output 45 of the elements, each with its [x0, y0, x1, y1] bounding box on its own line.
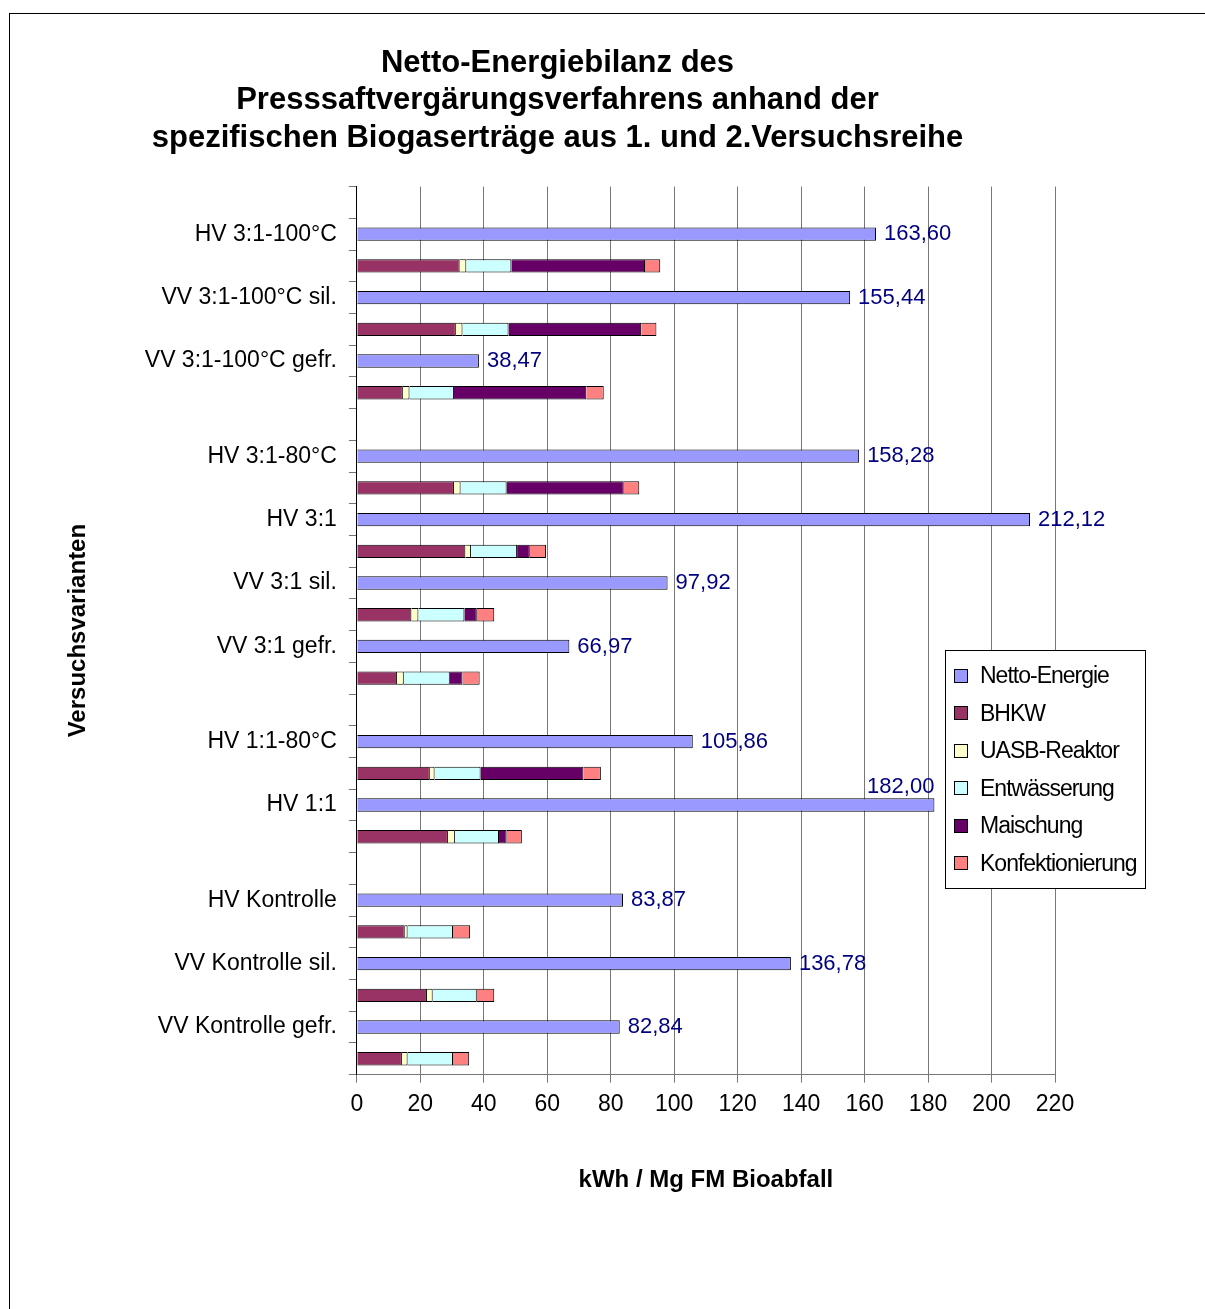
legend-label: UASB-Reaktor — [979, 736, 1121, 766]
x-tick-label: 140 — [781, 1089, 821, 1116]
y-tick-label: HV 3:1-80°C — [207, 441, 337, 468]
y-tick-label: HV 3:1-100°C — [194, 219, 337, 246]
x-tick-label: 100 — [654, 1089, 694, 1116]
y-tick-label: VV 3:1-100°C gefr. — [144, 346, 337, 373]
data-label: 212,12 — [1037, 505, 1106, 531]
x-axis-title: kWh / Mg FM Bioabfall — [578, 1165, 834, 1193]
x-tick-label: 40 — [470, 1089, 497, 1116]
x-tick-label: 200 — [972, 1089, 1011, 1116]
y-tick-label: VV 3:1-100°C sil. — [161, 282, 337, 309]
data-label: 163,60 — [884, 220, 952, 246]
legend-label: BHKW — [979, 698, 1047, 728]
x-tick-label: 80 — [597, 1089, 624, 1116]
legend-label: Netto-Energie — [979, 661, 1110, 691]
legend-label: Konfektionierung — [979, 848, 1137, 878]
y-tick-label: HV 1:1 — [266, 790, 337, 817]
data-label: 66,97 — [577, 632, 633, 658]
y-tick-label: HV 1:1-80°C — [207, 726, 337, 753]
data-label: 105,86 — [700, 727, 769, 753]
x-tick-label: 20 — [407, 1089, 434, 1116]
x-tick-label: 120 — [718, 1089, 757, 1116]
x-tick-label: 160 — [845, 1089, 884, 1116]
data-label: 136,78 — [798, 949, 867, 975]
data-label: 182,00 — [867, 773, 935, 799]
data-label: 38,47 — [486, 347, 542, 373]
data-label: 155,44 — [858, 283, 926, 309]
y-tick-label: HV Kontrolle — [207, 885, 337, 912]
x-tick-label: 180 — [908, 1089, 948, 1116]
y-axis-title: Versuchsvarianten — [63, 523, 91, 738]
data-label: 97,92 — [675, 569, 731, 595]
chart-title: Netto-Energiebilanz des Presssaftvergärungsverfahrens anhand der spezifischen Biogaserträge aus 1. und 2.Versuchsreihe — [151, 44, 964, 154]
data-label: 158,28 — [867, 442, 935, 468]
y-tick-label: VV 3:1 gefr. — [216, 631, 337, 658]
y-tick-label: VV 3:1 sil. — [233, 568, 337, 595]
data-label: 82,84 — [627, 1013, 683, 1039]
x-tick-label: 220 — [1035, 1089, 1075, 1116]
y-tick-label: VV Kontrolle sil. — [174, 948, 337, 975]
data-label: 83,87 — [630, 886, 687, 912]
x-tick-label: 0 — [350, 1089, 364, 1116]
legend-label: Entwässerung — [979, 773, 1115, 803]
legend-label: Maischung — [979, 811, 1084, 841]
x-tick-label: 60 — [534, 1089, 561, 1116]
y-tick-label: HV 3:1 — [266, 504, 337, 531]
y-tick-label: VV Kontrolle gefr. — [157, 1012, 337, 1039]
